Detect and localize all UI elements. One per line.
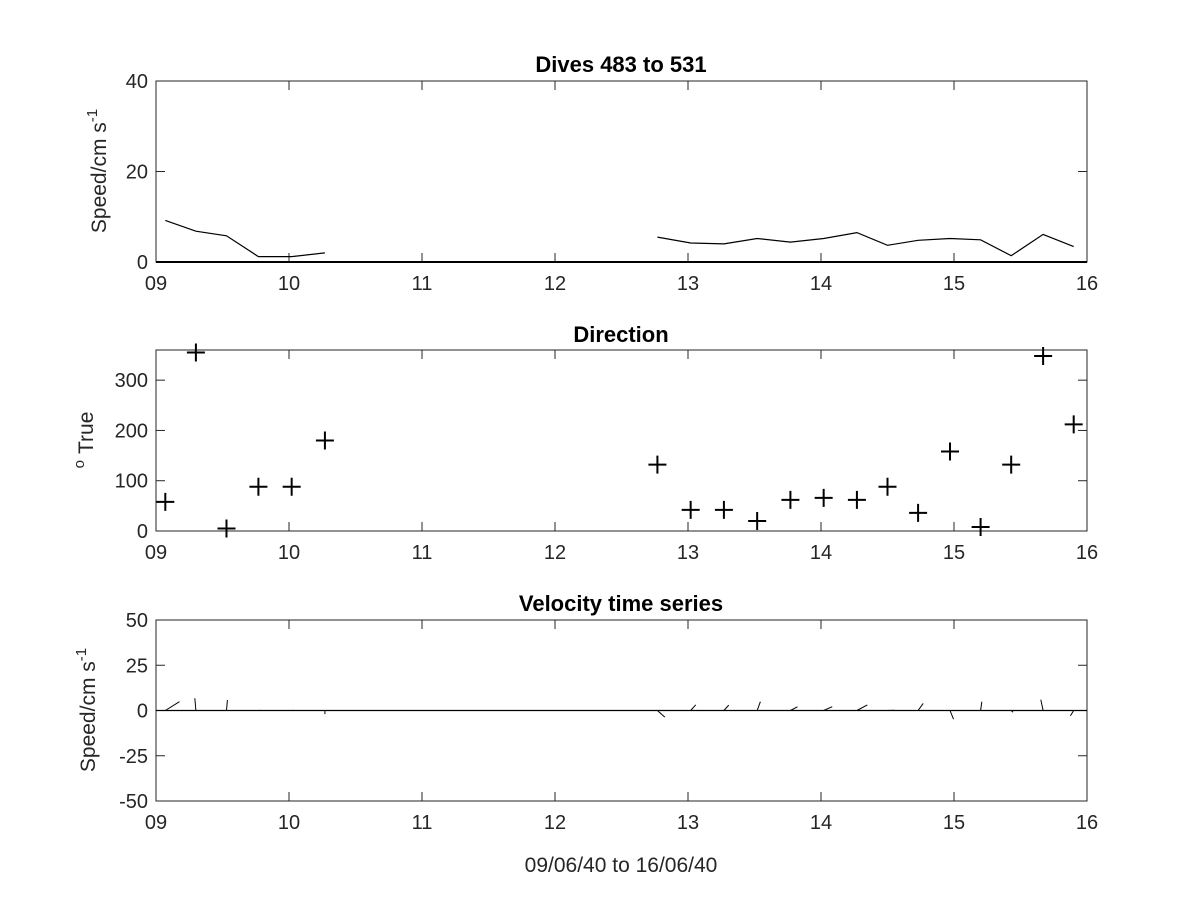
velocity-xlabel: 09/06/40 to 16/06/40 (525, 854, 718, 877)
direction-ylabel: o True (71, 412, 98, 469)
velocity-stick (1040, 699, 1044, 711)
speed-x-tick-label: 09 (145, 273, 167, 295)
speed-y-tick-label: 40 (126, 71, 148, 93)
velocity-stick (225, 699, 228, 711)
direction-x-tick-label: 13 (677, 542, 699, 564)
velocity-stick (917, 703, 924, 711)
velocity-x-tick-label: 12 (544, 812, 566, 834)
velocity-y-tick-label: 25 (126, 655, 148, 677)
direction-x-tick-label: 14 (810, 542, 832, 564)
direction-point (156, 492, 175, 511)
direction-x-tick-label: 10 (278, 542, 300, 564)
speed-x-tick-label: 14 (810, 273, 832, 295)
speed-series-line (165, 219, 325, 258)
velocity-x-tick-label: 11 (412, 812, 433, 834)
velocity-x-tick-label: 14 (810, 812, 832, 834)
speed-ylabel: Speed/cm s-1 (84, 109, 111, 233)
velocity-y-tick-label: 50 (126, 610, 148, 632)
direction-x-tick-label: 12 (544, 542, 566, 564)
velocity-x-tick-label: 16 (1076, 812, 1098, 834)
direction-ylabel-degree: o (71, 460, 88, 468)
direction-point (249, 477, 268, 496)
velocity-ylabel-text: Speed/cm s (77, 661, 100, 772)
velocity-x-tick-label: 15 (943, 812, 965, 834)
direction-y-tick-label: 0 (137, 521, 148, 543)
speed-title: Dives 483 to 531 (535, 52, 706, 77)
speed-y-tick-label: 0 (137, 252, 148, 274)
direction-point (781, 490, 800, 509)
direction-x-tick-label: 16 (1076, 542, 1098, 564)
direction-point (1002, 455, 1021, 474)
speed-x-tick-label: 10 (278, 273, 300, 295)
direction-x-tick-label: 09 (145, 542, 167, 564)
velocity-stick (165, 701, 180, 711)
direction-point (971, 517, 990, 536)
velocity-stick (949, 710, 954, 720)
velocity-stick (657, 710, 666, 718)
direction-y-tick-label: 200 (115, 420, 148, 442)
speed-x-tick-label: 11 (412, 273, 433, 295)
velocity-stick (690, 704, 697, 711)
direction-point (941, 442, 960, 461)
velocity-x-tick-label: 13 (677, 812, 699, 834)
velocity-y-tick-label: -50 (119, 791, 148, 813)
speed-ylabel-text: Speed/cm s (88, 122, 111, 233)
direction-point (1034, 347, 1053, 366)
direction-point (681, 500, 700, 519)
velocity-ylabel: Speed/cm s-1 (73, 648, 100, 772)
velocity-y-tick-label: 0 (137, 701, 148, 723)
velocity-title: Velocity time series (519, 591, 723, 616)
direction-point (847, 490, 866, 509)
speed-x-tick-label: 15 (943, 273, 965, 295)
direction-point (217, 519, 236, 538)
velocity-ylabel-superscript: -1 (73, 648, 90, 661)
velocity-stick (756, 701, 761, 711)
velocity-stick (1010, 710, 1014, 713)
direction-x-tick-label: 11 (412, 542, 433, 564)
direction-point (282, 477, 301, 496)
velocity-x-tick-label: 10 (278, 812, 300, 834)
direction-point (186, 343, 205, 362)
direction-point (315, 431, 334, 450)
velocity-stick (856, 704, 868, 711)
velocity-stick (194, 698, 197, 711)
speed-x-tick-label: 16 (1076, 273, 1098, 295)
speed-series-line (657, 231, 1074, 257)
speed-ylabel-superscript: -1 (84, 109, 101, 122)
direction-x-tick-label: 15 (943, 542, 965, 564)
velocity-stick (723, 704, 730, 711)
direction-title: Direction (573, 322, 668, 347)
velocity-x-tick-label: 09 (145, 812, 167, 834)
direction-point (878, 477, 897, 496)
velocity-panel: Velocity time series Speed/cm s-1 09/06/… (73, 591, 1098, 877)
direction-point (814, 488, 833, 507)
direction-y-tick-label: 100 (115, 471, 148, 493)
velocity-stick (823, 706, 833, 711)
speed-panel: Dives 483 to 531 Speed/cm s-1 09 10 11 12 13… (84, 52, 1098, 295)
speed-x-tick-label: 12 (544, 273, 566, 295)
direction-ylabel-text: True (75, 412, 98, 454)
direction-point (748, 511, 767, 530)
direction-point (648, 455, 667, 474)
direction-panel: Direction o True 09 10 11 12 13 14 15 16 0 100 200 3… (71, 322, 1098, 564)
direction-point (1064, 415, 1083, 434)
direction-y-tick-label: 300 (115, 370, 148, 392)
velocity-stick (790, 706, 798, 711)
speed-y-tick-label: 20 (126, 162, 148, 184)
velocity-y-tick-label: -25 (119, 746, 148, 768)
direction-point (909, 503, 928, 522)
velocity-stick (980, 701, 983, 711)
direction-point (714, 500, 733, 519)
speed-x-tick-label: 13 (677, 273, 699, 295)
velocity-stick (1070, 710, 1075, 716)
direction-axes-frame (155, 349, 1088, 532)
